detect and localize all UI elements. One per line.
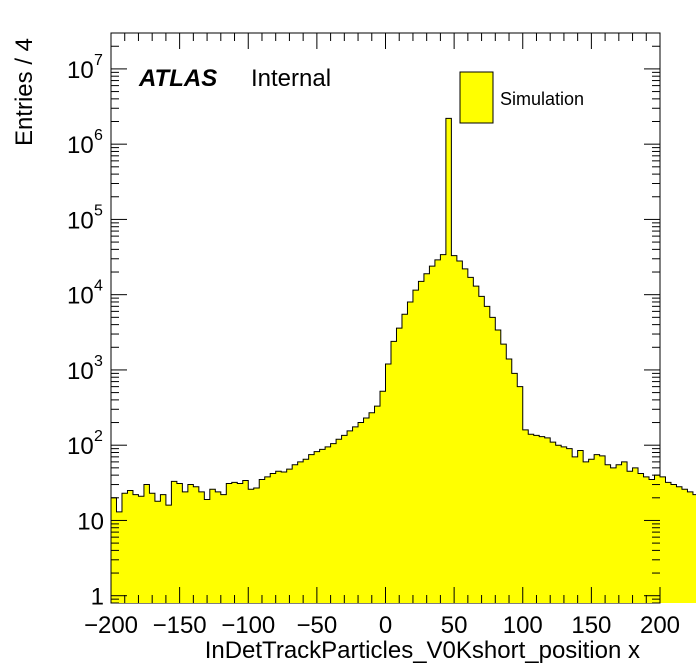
y-tick-label: 10	[67, 207, 94, 234]
histogram-outline	[110, 117, 696, 603]
y-tick-label: 1	[91, 584, 104, 611]
legend-label: Simulation	[500, 89, 584, 109]
histogram-fill	[111, 118, 696, 603]
x-tick-label: −150	[153, 612, 207, 639]
legend-swatch	[459, 71, 494, 124]
x-tick-label: 50	[441, 612, 468, 639]
x-axis: −200 −150 −100 −50 0 50 100 150 200	[84, 33, 680, 639]
y-tick-exponent: 7	[94, 52, 103, 69]
y-tick-exponent: 2	[94, 428, 103, 445]
x-tick-label: 0	[379, 612, 392, 639]
y-tick-exponent: 4	[94, 278, 103, 295]
y-tick-exponent: 3	[94, 353, 103, 370]
y-tick-exponent: 6	[94, 127, 103, 144]
x-tick-label: 150	[571, 612, 611, 639]
legend: Simulation	[459, 71, 584, 124]
y-tick-label: 10	[67, 132, 94, 159]
atlas-label: ATLAS Internal	[138, 65, 331, 92]
y-axis-label: Entries / 4	[11, 38, 38, 146]
y-tick-label: 10	[67, 358, 94, 385]
atlas-label-bold: ATLAS	[138, 65, 217, 92]
y-tick-label: 10	[67, 283, 94, 310]
x-tick-label: −100	[221, 612, 275, 639]
x-axis-label: InDetTrackParticles_V0Kshort_position x	[205, 637, 640, 664]
y-tick-label: 10	[77, 508, 104, 535]
y-tick-exponent: 5	[94, 202, 103, 219]
y-tick-label: 10	[67, 433, 94, 460]
x-tick-label: −50	[297, 612, 338, 639]
x-tick-label: 200	[640, 612, 680, 639]
x-tick-label: 100	[503, 612, 543, 639]
y-tick-label: 10	[67, 57, 94, 84]
atlas-label-text: Internal	[251, 65, 331, 92]
x-tick-label: −200	[84, 612, 138, 639]
